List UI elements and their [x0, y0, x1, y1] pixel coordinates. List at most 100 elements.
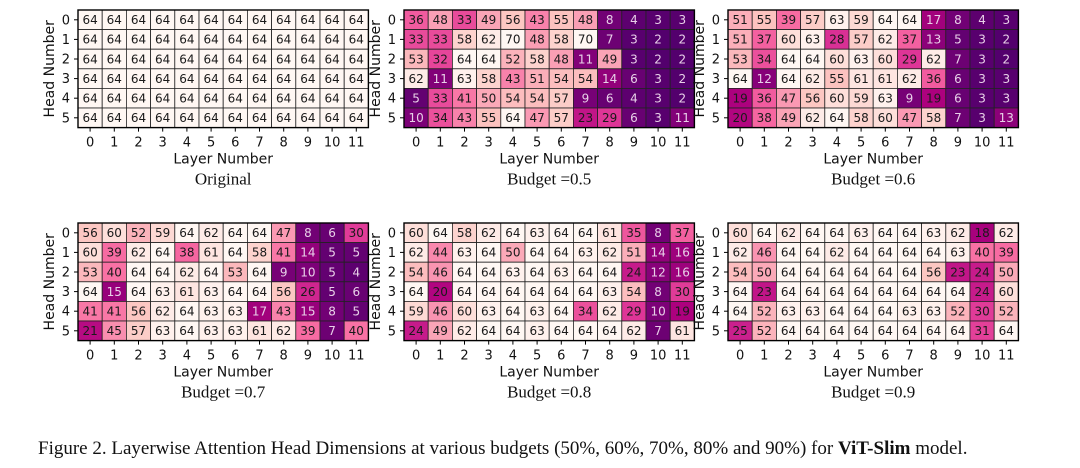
cell-value-label: 57: [554, 111, 569, 125]
x-tick-label: 1: [760, 349, 768, 364]
cell-value-label: 51: [732, 13, 747, 27]
cell-value-label: 59: [853, 13, 868, 27]
cell-value-label: 62: [408, 246, 423, 260]
cell-value-label: 56: [82, 226, 97, 240]
x-tick-label: 7: [905, 136, 913, 151]
cell-value-label: 62: [457, 324, 472, 338]
cell-value-label: 63: [878, 92, 893, 106]
cell-value-label: 49: [781, 111, 796, 125]
cell-value-label: 47: [529, 111, 544, 125]
cell-value-label: 43: [505, 72, 520, 86]
cell-value-label: 43: [276, 305, 291, 319]
cell-value-label: 64: [300, 13, 315, 27]
cell-value-label: 24: [626, 265, 641, 279]
cell-value-label: 64: [349, 33, 364, 47]
cell-value-label: 62: [481, 226, 496, 240]
y-tick-label: 3: [712, 285, 720, 300]
cell-value-label: 36: [757, 92, 772, 106]
y-tick-label: 5: [712, 324, 720, 339]
cell-value-label: 64: [505, 305, 520, 319]
cell-value-label: 64: [252, 111, 267, 125]
cell-value-label: 52: [950, 305, 965, 319]
cell-value-label: 45: [107, 324, 122, 338]
cell-value-label: 62: [131, 246, 146, 260]
cell-value-label: 60: [107, 226, 122, 240]
heatmap-frame: [77, 9, 370, 129]
y-axis-label: Head Number: [368, 233, 384, 331]
cell-value-label: 6: [954, 92, 962, 106]
cell-value-label: 64: [107, 92, 122, 106]
cell-value-label: 64: [131, 285, 146, 299]
x-tick-label: 9: [954, 136, 962, 151]
x-tick-label: 10: [324, 349, 341, 364]
cell-value-label: 60: [829, 92, 844, 106]
cell-value-label: 2: [678, 52, 686, 66]
cell-value-label: 64: [732, 305, 747, 319]
cell-value-label: 64: [300, 111, 315, 125]
cell-value-label: 63: [203, 285, 218, 299]
cell-value-label: 58: [926, 111, 941, 125]
x-tick-label: 4: [833, 349, 841, 364]
cell-value-label: 2: [1002, 33, 1010, 47]
x-tick-label: 1: [760, 136, 768, 151]
cell-value-label: 33: [433, 92, 448, 106]
cell-value-label: 64: [203, 52, 218, 66]
cell-value-label: 64: [529, 285, 544, 299]
cell-value-label: 15: [107, 285, 122, 299]
cell-value-label: 38: [179, 246, 194, 260]
cell-value-label: 64: [505, 285, 520, 299]
x-tick-label: 0: [736, 349, 744, 364]
cell-value-label: 17: [926, 13, 941, 27]
cell-value-label: 48: [433, 13, 448, 27]
cell-value-label: 62: [950, 226, 965, 240]
cell-value-label: 63: [457, 72, 472, 86]
x-tick-label: 3: [809, 136, 817, 151]
cell-value-label: 53: [228, 265, 243, 279]
cell-value-label: 62: [276, 324, 291, 338]
cell-value-label: 8: [304, 226, 312, 240]
y-tick-label: 1: [712, 33, 720, 48]
x-tick-label: 4: [509, 136, 517, 151]
cell-value-label: 3: [654, 72, 662, 86]
cell-value-label: 63: [529, 324, 544, 338]
x-tick-label: 0: [736, 136, 744, 151]
cell-value-label: 10: [650, 305, 665, 319]
cell-value-label: 64: [252, 265, 267, 279]
cell-value-label: 64: [276, 92, 291, 106]
cell-value-label: 23: [578, 111, 593, 125]
cell-value-label: 39: [781, 13, 796, 27]
cell-value-label: 61: [878, 72, 893, 86]
cell-value-label: 64: [131, 72, 146, 86]
y-axis-label: Head Number: [42, 20, 58, 118]
cell-value-label: 2: [678, 92, 686, 106]
cell-value-label: 59: [853, 92, 868, 106]
figure-caption: Figure 2. Layerwise Attention Head Dimen…: [38, 438, 1078, 460]
cell-value-label: 64: [107, 72, 122, 86]
y-tick-label: 5: [62, 111, 70, 126]
cell-value-label: 64: [602, 265, 617, 279]
x-tick-label: 6: [557, 136, 565, 151]
x-tick-label: 3: [809, 349, 817, 364]
cell-value-label: 64: [878, 285, 893, 299]
caption-prefix: Figure 2. Layerwise Attention Head Dimen…: [38, 438, 834, 459]
cell-value-label: 3: [654, 92, 662, 106]
cell-value-label: 56: [505, 13, 520, 27]
cell-value-label: 16: [675, 265, 690, 279]
x-tick-label: 6: [231, 349, 239, 364]
x-tick-label: 4: [183, 136, 191, 151]
x-tick-label: 2: [134, 349, 142, 364]
x-axis-label: Layer Number: [499, 152, 599, 168]
cell-value-label: 57: [554, 92, 569, 106]
cell-value-label: 64: [950, 324, 965, 338]
x-tick-label: 8: [280, 349, 288, 364]
y-tick-label: 1: [62, 33, 70, 48]
cell-value-label: 64: [131, 265, 146, 279]
cell-value-label: 6: [630, 72, 638, 86]
cell-value-label: 54: [578, 72, 593, 86]
cell-value-label: 53: [732, 52, 747, 66]
cell-value-label: 64: [203, 72, 218, 86]
cell-value-label: 43: [529, 13, 544, 27]
cell-value-label: 63: [203, 305, 218, 319]
